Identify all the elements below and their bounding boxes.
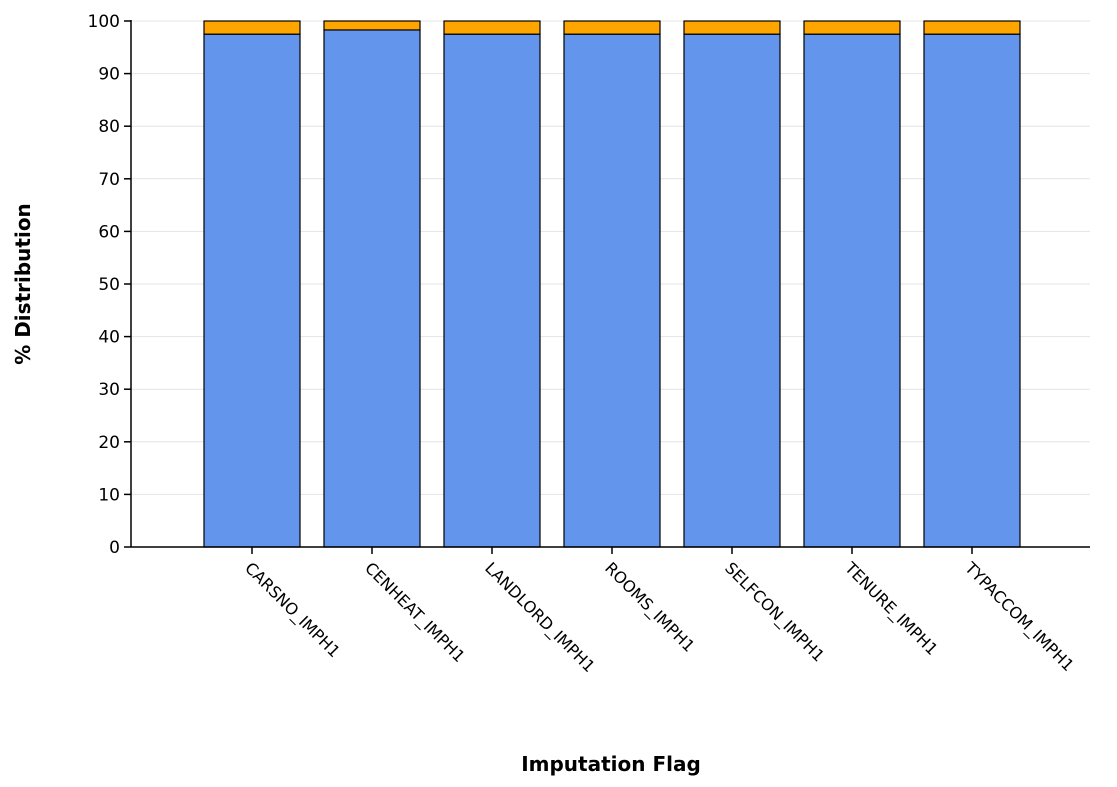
- bar-segment-typaccom-imph1-1: [923, 20, 1021, 35]
- x-axis-labels: CARSNO_IMPH1 CENHEAT_IMPH1 LANDLORD_IMPH1 R…: [240, 558, 1077, 677]
- y-tick-label: 40: [98, 328, 120, 348]
- bar-segment-tenure-imph1-0: [803, 33, 901, 548]
- y-tick-label: 70: [98, 170, 120, 190]
- y-tick-label: 10: [98, 485, 120, 505]
- y-tick-label: 100: [88, 12, 120, 32]
- y-tick-label: 90: [98, 65, 120, 85]
- bar-segment-carsno-imph1-0: [203, 33, 301, 548]
- bar-segment-rooms-imph1-0: [563, 33, 661, 548]
- y-tick-label: 80: [98, 117, 120, 137]
- bar-segment-rooms-imph1-1: [563, 20, 661, 35]
- bar-segment-typaccom-imph1-0: [923, 33, 1021, 548]
- bar-segment-landlord-imph1-0: [443, 33, 541, 548]
- x-tick-label: SELFCON_IMPH1: [720, 558, 828, 666]
- x-tick-label: TENURE_IMPH1: [840, 558, 942, 660]
- x-tick-label: CARSNO_IMPH1: [240, 558, 343, 661]
- bar-segment-selfcon-imph1-1: [683, 20, 781, 35]
- x-tick-label: LANDLORD_IMPH1: [480, 558, 598, 676]
- bar-segment-tenure-imph1-1: [803, 20, 901, 35]
- y-axis-title: % Distribution: [11, 203, 35, 365]
- bar-segment-carsno-imph1-1: [203, 20, 301, 35]
- bars: [203, 20, 1021, 548]
- x-axis-title: Imputation Flag: [521, 752, 701, 776]
- y-tick-label: 30: [98, 380, 120, 400]
- bar-segment-selfcon-imph1-0: [683, 33, 781, 548]
- x-tick-label: ROOMS_IMPH1: [600, 558, 698, 656]
- bar-segment-cenheat-imph1-0: [323, 29, 421, 548]
- x-tick-label: CENHEAT_IMPH1: [360, 558, 468, 666]
- y-tick-label: 0: [109, 538, 120, 558]
- y-tick-label: 20: [98, 433, 120, 453]
- y-axis-ticks: 0 10 20 30 40 50 60 70 80 90 100: [88, 12, 131, 558]
- bar-segment-landlord-imph1-1: [443, 20, 541, 35]
- y-tick-label: 60: [98, 222, 120, 242]
- x-tick-label: TYPACCOM_IMPH1: [960, 558, 1078, 676]
- bar-segment-cenheat-imph1-1: [323, 20, 421, 31]
- y-tick-label: 50: [98, 275, 120, 295]
